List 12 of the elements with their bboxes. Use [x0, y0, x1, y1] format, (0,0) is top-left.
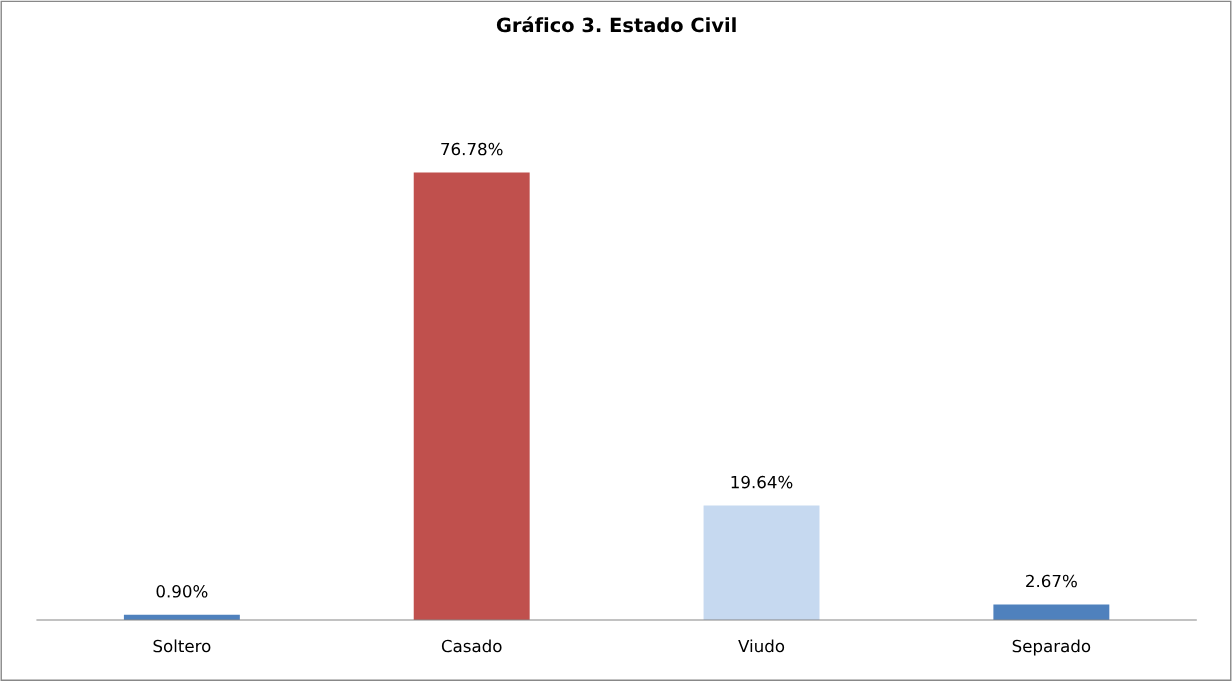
data-label: 19.64% — [731, 475, 793, 489]
chart-title: Gráfico 3. Estado Civil — [496, 16, 736, 33]
bar — [993, 604, 1110, 620]
x-tick-label: Soltero — [153, 639, 211, 653]
bar — [703, 505, 820, 620]
bar — [413, 172, 530, 620]
data-label: 2.67% — [1026, 574, 1077, 588]
data-label: 76.78% — [441, 142, 503, 156]
x-tick-label: Casado — [441, 639, 502, 653]
x-tick-label: Viudo — [738, 639, 785, 653]
data-label: 0.90% — [156, 585, 208, 598]
x-tick-label: Separado — [1012, 639, 1091, 656]
